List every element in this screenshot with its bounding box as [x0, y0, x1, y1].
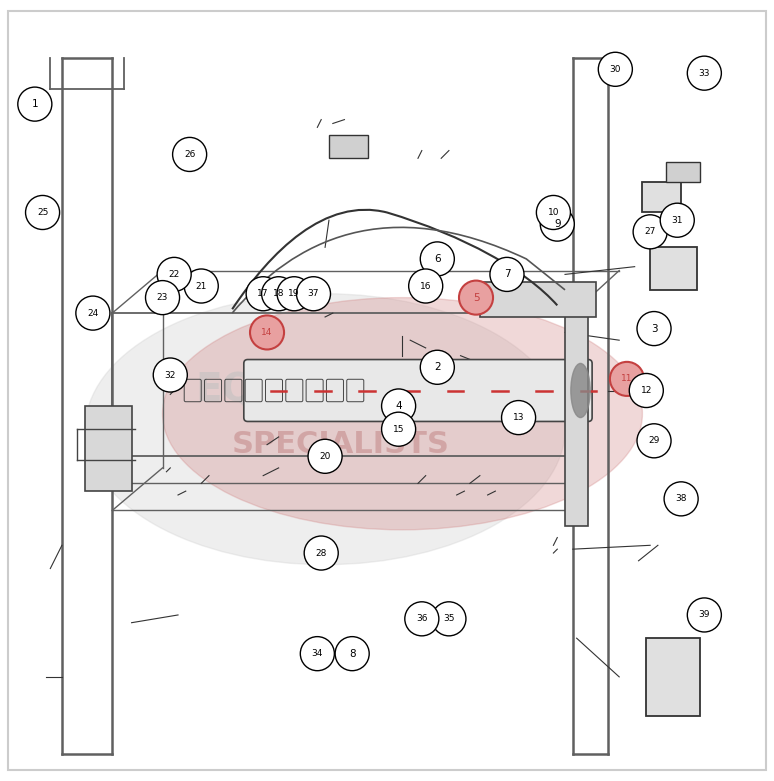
Circle shape: [18, 87, 52, 121]
Circle shape: [26, 195, 60, 230]
Ellipse shape: [571, 363, 590, 418]
Circle shape: [304, 536, 338, 570]
Circle shape: [420, 242, 454, 276]
Circle shape: [610, 362, 644, 396]
Circle shape: [502, 401, 536, 434]
Text: 4: 4: [396, 401, 402, 411]
FancyBboxPatch shape: [480, 282, 596, 317]
Circle shape: [637, 424, 671, 458]
Circle shape: [459, 280, 493, 315]
Text: 32: 32: [165, 370, 176, 380]
Text: 6: 6: [434, 254, 440, 264]
Circle shape: [335, 637, 369, 671]
Text: 7: 7: [504, 269, 510, 280]
Circle shape: [664, 482, 698, 516]
Text: 26: 26: [184, 150, 195, 159]
FancyBboxPatch shape: [85, 406, 132, 491]
Text: 33: 33: [699, 69, 710, 77]
Text: 16: 16: [420, 281, 431, 291]
Text: 13: 13: [513, 413, 524, 422]
Circle shape: [76, 296, 110, 330]
Text: 3: 3: [651, 323, 657, 333]
Circle shape: [598, 52, 632, 87]
Circle shape: [153, 358, 187, 392]
Text: 10: 10: [548, 208, 559, 217]
Circle shape: [432, 602, 466, 636]
Text: 29: 29: [649, 437, 659, 445]
Ellipse shape: [163, 298, 642, 530]
Text: 17: 17: [258, 289, 269, 298]
Circle shape: [409, 269, 443, 303]
Circle shape: [629, 373, 663, 408]
Circle shape: [687, 598, 721, 632]
Text: 21: 21: [196, 281, 207, 291]
Text: SPECIALISTS: SPECIALISTS: [231, 430, 450, 459]
Circle shape: [184, 269, 218, 303]
FancyBboxPatch shape: [666, 162, 700, 181]
FancyBboxPatch shape: [642, 181, 681, 212]
Text: 15: 15: [393, 425, 404, 433]
Circle shape: [250, 316, 284, 349]
Circle shape: [382, 389, 416, 423]
Text: 27: 27: [645, 227, 656, 237]
FancyBboxPatch shape: [244, 359, 592, 422]
Text: 22: 22: [169, 270, 180, 279]
Circle shape: [405, 602, 439, 636]
FancyBboxPatch shape: [650, 248, 697, 290]
Circle shape: [420, 350, 454, 384]
Circle shape: [300, 637, 334, 671]
Circle shape: [490, 258, 524, 291]
Circle shape: [382, 412, 416, 446]
Text: 31: 31: [672, 216, 683, 225]
FancyBboxPatch shape: [646, 638, 700, 715]
Circle shape: [146, 280, 180, 315]
Circle shape: [687, 56, 721, 90]
Text: 1: 1: [32, 99, 38, 109]
Circle shape: [277, 276, 311, 311]
Text: 5: 5: [473, 293, 479, 302]
Text: 28: 28: [316, 548, 327, 558]
Text: 25: 25: [37, 208, 48, 217]
Text: 23: 23: [157, 293, 168, 302]
Text: 14: 14: [262, 328, 272, 337]
Circle shape: [308, 439, 342, 473]
Circle shape: [536, 195, 570, 230]
Text: 36: 36: [416, 615, 427, 623]
Text: 19: 19: [289, 289, 300, 298]
Circle shape: [637, 312, 671, 346]
Circle shape: [246, 276, 280, 311]
Text: 8: 8: [349, 649, 355, 658]
Circle shape: [173, 137, 207, 172]
FancyBboxPatch shape: [565, 301, 588, 526]
Text: 24: 24: [87, 308, 98, 318]
Text: 39: 39: [699, 611, 710, 619]
Text: EQUIPMENT: EQUIPMENT: [196, 372, 454, 409]
Circle shape: [157, 258, 191, 291]
Text: 11: 11: [622, 374, 632, 383]
FancyBboxPatch shape: [329, 135, 368, 159]
Text: 12: 12: [641, 386, 652, 395]
Circle shape: [540, 207, 574, 241]
Text: 34: 34: [312, 649, 323, 658]
Text: 2: 2: [434, 362, 440, 373]
Circle shape: [660, 203, 694, 237]
Circle shape: [633, 215, 667, 249]
Text: 9: 9: [554, 219, 560, 229]
Text: 38: 38: [676, 494, 687, 504]
Ellipse shape: [85, 294, 565, 565]
Circle shape: [296, 276, 330, 311]
Text: 18: 18: [273, 289, 284, 298]
Text: 37: 37: [308, 289, 319, 298]
Circle shape: [262, 276, 296, 311]
Text: 20: 20: [320, 451, 330, 461]
Text: 35: 35: [444, 615, 454, 623]
Text: 30: 30: [610, 65, 621, 73]
